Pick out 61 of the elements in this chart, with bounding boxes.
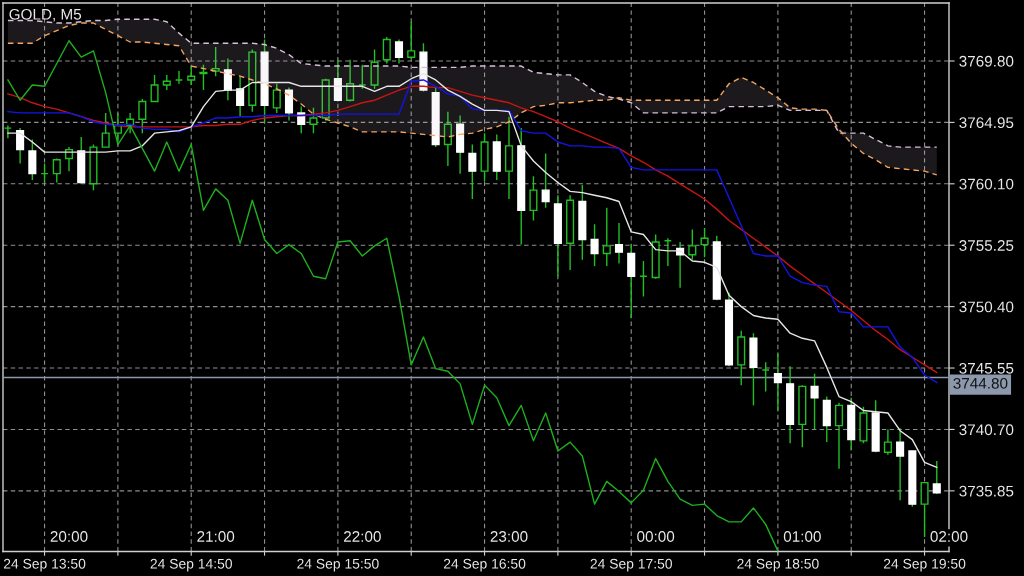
candlestick bbox=[382, 36, 391, 65]
candlestick bbox=[187, 65, 196, 86]
candlestick bbox=[407, 21, 416, 60]
candlestick bbox=[602, 207, 611, 267]
x2-tick-label: 23:00 bbox=[490, 531, 528, 542]
candlestick bbox=[150, 74, 159, 103]
candlestick bbox=[700, 227, 709, 258]
candlestick bbox=[16, 127, 25, 165]
x2-tick-label: 00:00 bbox=[637, 531, 675, 542]
x-tick-label: 24 Sep 13:50 bbox=[3, 558, 86, 572]
candlestick bbox=[28, 138, 37, 181]
candlestick bbox=[529, 175, 538, 222]
y-tick-label: 3740.70 bbox=[959, 424, 1014, 436]
candlestick bbox=[52, 157, 61, 184]
x2-tick-label: 21:00 bbox=[197, 531, 235, 542]
candlestick bbox=[370, 48, 379, 90]
candlestick bbox=[223, 57, 232, 101]
candlestick bbox=[272, 83, 281, 114]
x-tick-label: 24 Sep 17:50 bbox=[590, 558, 672, 572]
candlestick bbox=[101, 112, 110, 148]
x2-tick-label: 22:00 bbox=[343, 531, 381, 542]
candlestick bbox=[773, 352, 782, 412]
y-tick-label: 3750.40 bbox=[959, 301, 1014, 313]
y-tick-label: 3745.55 bbox=[959, 362, 1014, 374]
x2-tick-label: 20:00 bbox=[50, 531, 88, 542]
candlestick bbox=[920, 481, 929, 538]
ref-line-label: 3744.80 bbox=[953, 377, 1008, 389]
x2-tick-label: 01:00 bbox=[783, 531, 821, 542]
candlestick bbox=[394, 38, 404, 65]
candlestick bbox=[284, 86, 294, 122]
x-tick-label: 24 Sep 16:50 bbox=[443, 558, 526, 572]
candlestick bbox=[810, 373, 819, 431]
candlestick bbox=[346, 59, 355, 103]
y-tick-label: 3769.80 bbox=[959, 55, 1014, 67]
x-tick-label: 24 Sep 14:50 bbox=[150, 558, 232, 572]
y-tick-label: 3760.10 bbox=[959, 178, 1014, 190]
candlestick bbox=[236, 75, 245, 118]
candlestick bbox=[688, 228, 697, 261]
y-tick-label: 3764.95 bbox=[959, 117, 1014, 129]
candlestick bbox=[309, 107, 318, 134]
candlestick bbox=[333, 59, 342, 103]
candlestick bbox=[443, 110, 452, 167]
candlestick bbox=[590, 223, 599, 267]
candlestick bbox=[896, 427, 905, 502]
candlestick bbox=[138, 98, 147, 134]
candlestick bbox=[627, 243, 636, 319]
x-tick-label: 24 Sep 15:50 bbox=[297, 558, 379, 572]
candlestick bbox=[932, 460, 941, 495]
candlestick bbox=[883, 428, 892, 456]
line-series bbox=[7, 40, 779, 552]
x2-tick-label: 02:00 bbox=[930, 531, 968, 542]
y-tick-label: 3755.25 bbox=[959, 240, 1014, 251]
chart-title: GOLD, M5 bbox=[9, 8, 82, 22]
x-tick-label: 24 Sep 19:50 bbox=[883, 558, 966, 572]
candlestick bbox=[297, 105, 306, 134]
candlestick bbox=[541, 152, 550, 209]
candlestick bbox=[614, 222, 624, 265]
x-tick-label: 24 Sep 18:50 bbox=[737, 558, 819, 572]
y-tick-label: 3735.85 bbox=[959, 485, 1014, 497]
candlestick bbox=[834, 402, 844, 470]
candlestick bbox=[468, 143, 477, 200]
